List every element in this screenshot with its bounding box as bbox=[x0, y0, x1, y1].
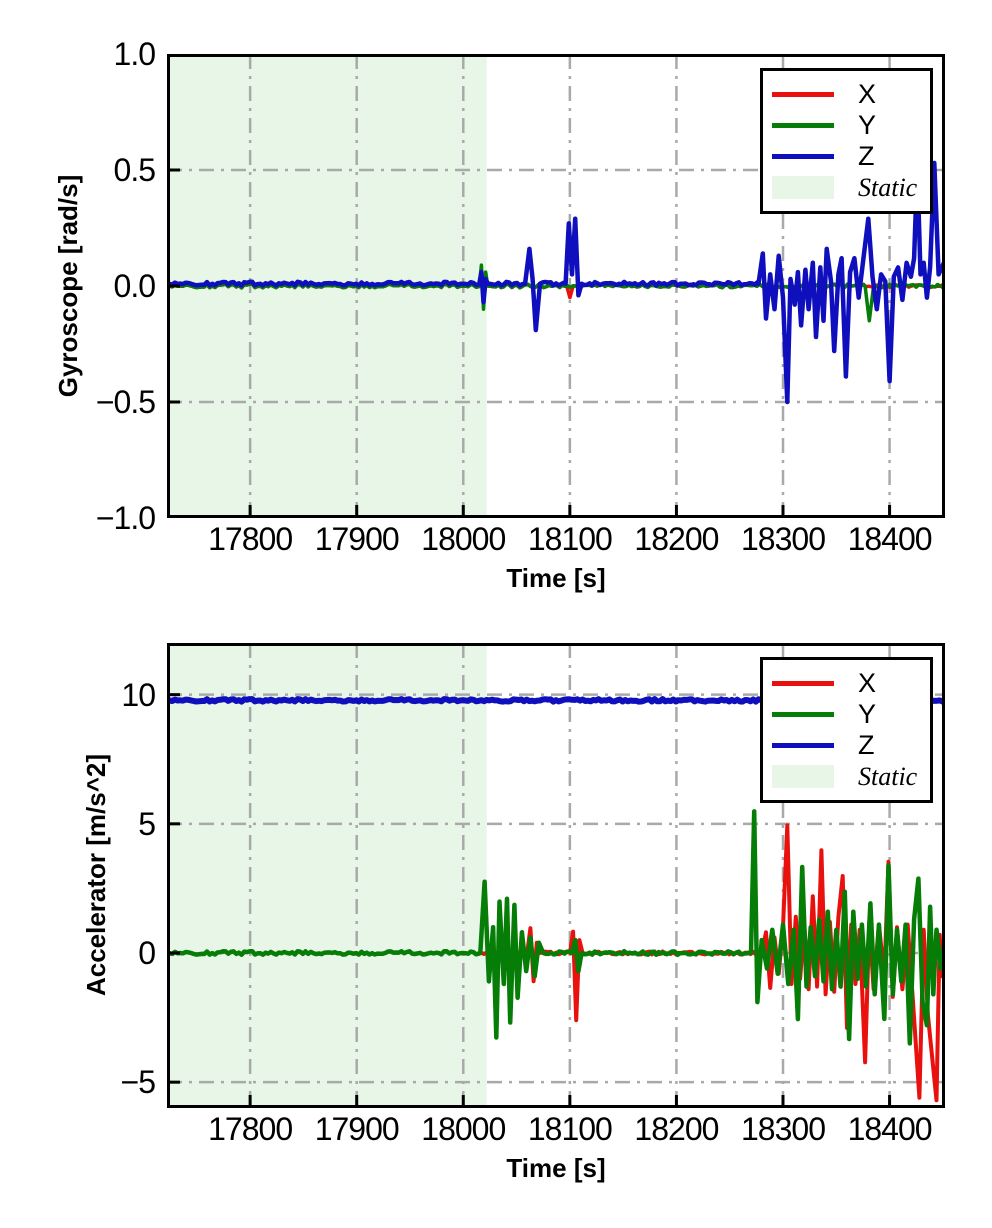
legend-item-x: X bbox=[772, 79, 930, 110]
legend-label-z: Z bbox=[858, 730, 875, 760]
legend-swatch-static bbox=[772, 176, 834, 199]
gyroscope-x-axis-label: Time [s] bbox=[506, 563, 606, 593]
x-tick-label: 18100 bbox=[527, 521, 613, 557]
accelerator-x-axis-label: Time [s] bbox=[506, 1153, 606, 1183]
x-tick-label: 18300 bbox=[741, 1111, 826, 1147]
x-tick-label: 17900 bbox=[314, 1111, 400, 1147]
gyroscope-legend: X Y Z Static bbox=[760, 68, 933, 214]
accelerator-legend: X Y Z Static bbox=[760, 657, 933, 803]
legend-swatch-static bbox=[772, 765, 834, 788]
legend-item-x: X bbox=[772, 668, 930, 699]
gyroscope-y-axis-label: Gyroscope [rad/s] bbox=[53, 174, 83, 398]
x-tick-label: 18200 bbox=[634, 1111, 719, 1147]
legend-line-x bbox=[772, 681, 834, 686]
y-tick-label: 0.0 bbox=[113, 268, 156, 304]
legend-label-y: Y bbox=[858, 110, 877, 140]
x-tick-label: 18300 bbox=[741, 521, 826, 557]
gyroscope-plot: X Y Z Static 17800 17900 18000 18100 18200 18… bbox=[96, 38, 945, 555]
x-tick-label: 17800 bbox=[208, 1111, 293, 1147]
legend-item-y: Y bbox=[772, 699, 930, 730]
y-tick-label: 10 bbox=[121, 676, 156, 713]
accelerator-canvas bbox=[167, 643, 945, 1108]
x-tick-label: 17800 bbox=[208, 521, 293, 557]
legend-label-static: Static bbox=[858, 761, 918, 791]
gyroscope-canvas bbox=[167, 54, 945, 518]
x-tick-label: 18000 bbox=[421, 1111, 506, 1147]
y-tick-label: 1.0 bbox=[113, 36, 156, 72]
legend-line-z bbox=[772, 154, 834, 159]
legend-item-z: Z bbox=[772, 730, 930, 761]
y-tick-label: −1.0 bbox=[95, 500, 156, 536]
plot-border bbox=[167, 54, 945, 518]
y-tick-label: 0 bbox=[138, 935, 156, 971]
legend-line-z bbox=[772, 743, 834, 748]
x-tick-label: 18400 bbox=[847, 521, 933, 557]
legend-item-z: Z bbox=[772, 141, 930, 172]
legend-line-x bbox=[772, 92, 834, 97]
y-tick-label: 5 bbox=[138, 805, 156, 842]
legend-label-x: X bbox=[858, 79, 877, 109]
legend-label-static: Static bbox=[858, 172, 918, 202]
y-tick-label: −5 bbox=[120, 1064, 156, 1101]
legend-line-y bbox=[772, 123, 834, 128]
legend-item-static: Static bbox=[772, 172, 930, 203]
accelerator-y-axis-label: Accelerator [m/s^2] bbox=[81, 753, 111, 997]
series-y bbox=[167, 809, 945, 1046]
x-tick-label: 18400 bbox=[847, 1111, 933, 1147]
y-tick-label: −0.5 bbox=[95, 384, 156, 420]
legend-label-y: Y bbox=[858, 699, 877, 729]
x-tick-label: 18100 bbox=[527, 1111, 613, 1147]
legend-line-y bbox=[772, 712, 834, 717]
series-z bbox=[167, 160, 945, 405]
x-tick-label: 17900 bbox=[314, 521, 400, 557]
static-region bbox=[167, 643, 487, 1108]
y-tick-label: 0.5 bbox=[113, 152, 156, 188]
x-tick-label: 18000 bbox=[421, 521, 506, 557]
legend-label-z: Z bbox=[858, 141, 875, 171]
legend-item-y: Y bbox=[772, 110, 930, 141]
accelerator-plot: X Y Z Static 17800 17900 18000 18100 18200 18… bbox=[121, 643, 945, 1145]
x-tick-label: 18200 bbox=[634, 521, 719, 557]
plot-border bbox=[167, 643, 945, 1108]
legend-item-static: Static bbox=[772, 761, 930, 792]
legend-label-x: X bbox=[858, 668, 877, 698]
